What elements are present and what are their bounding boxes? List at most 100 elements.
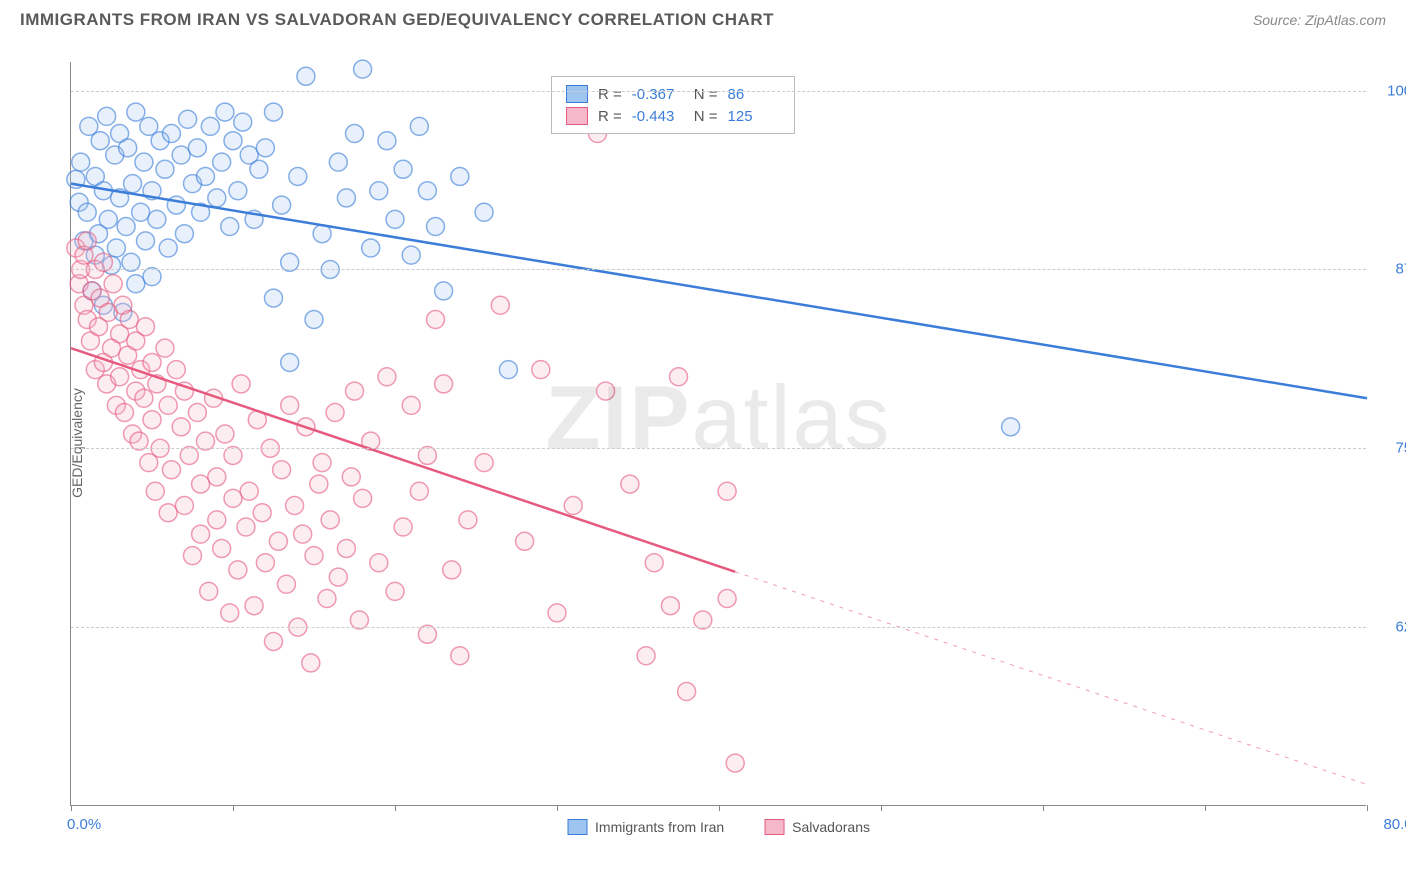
scatter-point [459,511,477,529]
scatter-point [237,518,255,536]
stat-r-value-1: -0.367 [632,86,684,103]
scatter-point [162,125,180,143]
scatter-point [224,489,242,507]
legend-item-1: Immigrants from Iran [567,819,724,835]
stat-n-label-2: N = [694,108,718,125]
legend-label-1: Immigrants from Iran [595,819,724,835]
scatter-point [435,375,453,393]
scatter-point [216,425,234,443]
chart-header: IMMIGRANTS FROM IRAN VS SALVADORAN GED/E… [0,0,1406,36]
scatter-point [162,461,180,479]
scatter-point [265,289,283,307]
stats-swatch-2 [566,107,588,125]
scatter-point [135,153,153,171]
scatter-point [273,196,291,214]
scatter-point [394,160,412,178]
scatter-point [277,575,295,593]
scatter-point [137,318,155,336]
scatter-point [156,339,174,357]
scatter-point [208,189,226,207]
legend-swatch-2 [764,819,784,835]
scatter-point [124,175,142,193]
gridline [71,448,1366,449]
stat-n-value-1: 86 [728,86,780,103]
scatter-point [156,160,174,178]
x-tick [1043,805,1044,811]
scatter-point [143,353,161,371]
scatter-point [229,561,247,579]
stat-r-label-2: R = [598,108,622,125]
x-tick [557,805,558,811]
scatter-point [281,353,299,371]
scatter-point [200,582,218,600]
scatter-point [192,475,210,493]
scatter-point [120,311,138,329]
trend-line-solid [71,184,1367,399]
scatter-point [346,125,364,143]
scatter-point [418,182,436,200]
scatter-plot-svg [71,62,1366,805]
scatter-point [451,647,469,665]
legend-swatch-1 [567,819,587,835]
stat-n-label-1: N = [694,86,718,103]
scatter-point [321,511,339,529]
stats-row-series-1: R = -0.367 N = 86 [566,83,780,105]
scatter-point [135,389,153,407]
scatter-point [146,482,164,500]
scatter-point [337,539,355,557]
trend-line-dashed [735,572,1367,785]
scatter-point [265,103,283,121]
y-tick-label: 62.5% [1374,619,1406,636]
scatter-point [72,153,90,171]
scatter-point [256,554,274,572]
scatter-point [119,139,137,157]
x-tick [71,805,72,811]
scatter-point [548,604,566,622]
gridline [71,91,1366,92]
scatter-point [354,489,372,507]
y-tick-label: 100.0% [1374,82,1406,99]
scatter-point [346,382,364,400]
scatter-point [256,139,274,157]
scatter-point [370,182,388,200]
scatter-point [337,189,355,207]
scatter-point [726,754,744,772]
scatter-point [329,153,347,171]
scatter-point [253,504,271,522]
scatter-point [91,132,109,150]
stats-swatch-1 [566,85,588,103]
scatter-point [326,404,344,422]
scatter-point [318,590,336,608]
scatter-point [175,225,193,243]
scatter-point [208,511,226,529]
gridline [71,627,1366,628]
scatter-point [410,117,428,135]
scatter-point [127,103,145,121]
scatter-point [305,547,323,565]
scatter-point [98,107,116,125]
scatter-point [475,203,493,221]
x-axis-min-label: 0.0% [67,816,101,833]
scatter-point [127,275,145,293]
scatter-point [310,475,328,493]
scatter-point [402,246,420,264]
legend-item-2: Salvadorans [764,819,870,835]
stat-r-value-2: -0.443 [632,108,684,125]
source-attribution: Source: ZipAtlas.com [1253,12,1386,28]
scatter-point [269,532,287,550]
scatter-point [1002,418,1020,436]
scatter-point [297,67,315,85]
scatter-point [245,597,263,615]
x-tick [233,805,234,811]
stat-n-value-2: 125 [728,108,780,125]
scatter-point [172,146,190,164]
scatter-point [229,182,247,200]
x-tick [719,805,720,811]
scatter-point [645,554,663,572]
scatter-point [443,561,461,579]
legend-label-2: Salvadorans [792,819,870,835]
scatter-point [221,218,239,236]
scatter-point [196,167,214,185]
scatter-point [250,160,268,178]
scatter-point [491,296,509,314]
